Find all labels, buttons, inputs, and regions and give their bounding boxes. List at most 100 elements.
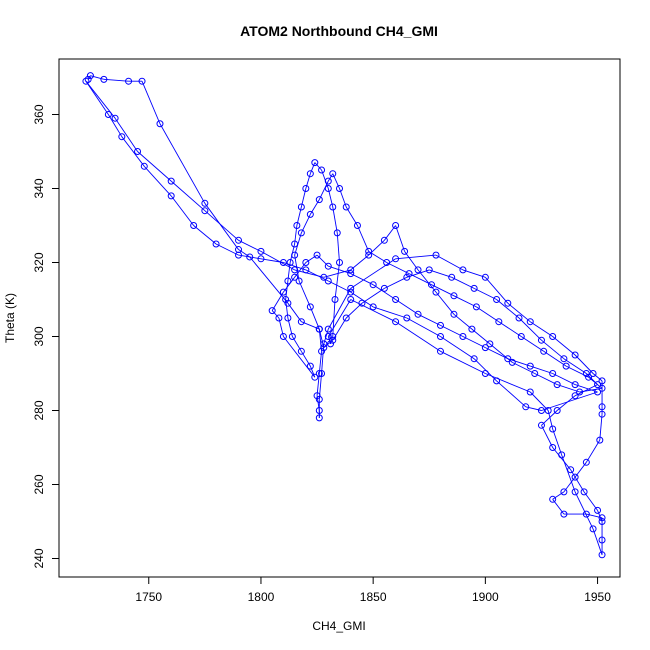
data-point: [286, 259, 294, 266]
y-tick-label: 240: [32, 548, 46, 568]
series-line-segment: [314, 162, 322, 171]
series-line-segment: [143, 165, 172, 197]
data-point: [414, 266, 422, 274]
series-line-segment: [583, 491, 598, 511]
x-tick-label: 1950: [584, 590, 611, 604]
series-line-segment: [204, 203, 239, 250]
data-point: [598, 518, 606, 525]
series-line-segment: [170, 180, 206, 212]
series-line-segment: [552, 428, 563, 456]
data-point: [235, 236, 243, 244]
data-point: [302, 259, 310, 266]
data-point: [540, 347, 548, 355]
data-point: [567, 466, 575, 474]
data-point: [347, 296, 355, 303]
data-point: [284, 299, 292, 307]
data-point: [576, 388, 584, 396]
data-point: [589, 525, 597, 533]
data-point: [212, 240, 220, 248]
data-point: [302, 185, 310, 192]
series-line-segment: [328, 265, 351, 275]
data-point: [167, 192, 175, 200]
series-line-segment: [114, 117, 138, 152]
series-line-segment: [287, 302, 302, 322]
data-point: [504, 299, 512, 307]
data-point: [392, 296, 400, 303]
data-point: [82, 77, 90, 85]
data-point: [125, 77, 133, 85]
series-line-segment: [498, 321, 522, 337]
series-line-segment: [451, 276, 475, 289]
series-line-segment: [357, 225, 370, 252]
data-point: [526, 318, 534, 326]
data-point: [140, 162, 148, 170]
data-point: [279, 259, 287, 266]
data-point: [365, 247, 373, 255]
series-line-segment: [431, 284, 455, 297]
series-line-segment: [395, 321, 441, 352]
data-point: [306, 170, 314, 178]
data-point: [405, 270, 413, 278]
data-point: [297, 229, 305, 237]
data-point: [257, 255, 265, 263]
x-axis-label: CH4_GMI: [312, 619, 365, 633]
series-line-segment: [496, 380, 527, 408]
data-point: [380, 284, 388, 292]
data-point: [306, 210, 314, 218]
series-line-segment: [159, 123, 206, 204]
data-point: [284, 277, 292, 285]
data-point: [582, 458, 590, 466]
data-point: [403, 314, 411, 322]
data-point: [558, 451, 566, 459]
data-point: [594, 381, 602, 389]
series-line-segment: [453, 295, 477, 308]
series-line-segment: [361, 288, 385, 304]
data-point: [560, 510, 568, 518]
data-point: [324, 262, 332, 270]
series-line-segment: [440, 324, 464, 337]
data-point: [297, 347, 305, 355]
data-point: [401, 247, 409, 255]
data-point: [508, 358, 516, 366]
series-line-segment: [332, 317, 347, 341]
series-line-segment: [563, 358, 587, 374]
series-line-segment: [107, 114, 123, 137]
series-line-segment: [552, 447, 571, 470]
series-line-segment: [87, 75, 91, 80]
series-line-segment: [585, 439, 601, 463]
data-point: [504, 355, 512, 363]
data-point: [297, 203, 305, 211]
series-line-segment: [570, 469, 585, 493]
data-point: [311, 159, 319, 167]
data-point: [347, 266, 355, 274]
data-point: [432, 288, 440, 296]
series-line-segment: [592, 528, 603, 555]
series-line-segment: [373, 306, 407, 319]
data-point: [589, 370, 597, 377]
data-point: [104, 111, 112, 118]
data-point: [537, 407, 545, 414]
data-point: [138, 77, 146, 85]
series-line-segment: [309, 306, 320, 330]
series-line-segment: [586, 373, 598, 385]
data-point: [331, 296, 339, 303]
y-axis-label: Theta (K): [3, 293, 17, 343]
data-point: [342, 314, 350, 322]
data-point: [311, 373, 319, 381]
data-point: [585, 373, 593, 381]
data-point: [571, 392, 579, 400]
data-point: [486, 340, 494, 348]
series-line-segment: [305, 254, 318, 263]
data-point: [369, 303, 377, 311]
series-line-segment: [215, 243, 239, 256]
series-line-segment: [489, 343, 513, 363]
series-line-segment: [417, 313, 441, 326]
series-line-segment: [592, 373, 603, 382]
plot-marks: [82, 72, 606, 559]
series-line-segment: [332, 206, 338, 233]
series-line-segment: [521, 336, 544, 352]
data-point: [329, 336, 337, 344]
data-point: [571, 473, 579, 481]
series-line-segment: [260, 251, 295, 271]
data-point: [493, 296, 501, 303]
